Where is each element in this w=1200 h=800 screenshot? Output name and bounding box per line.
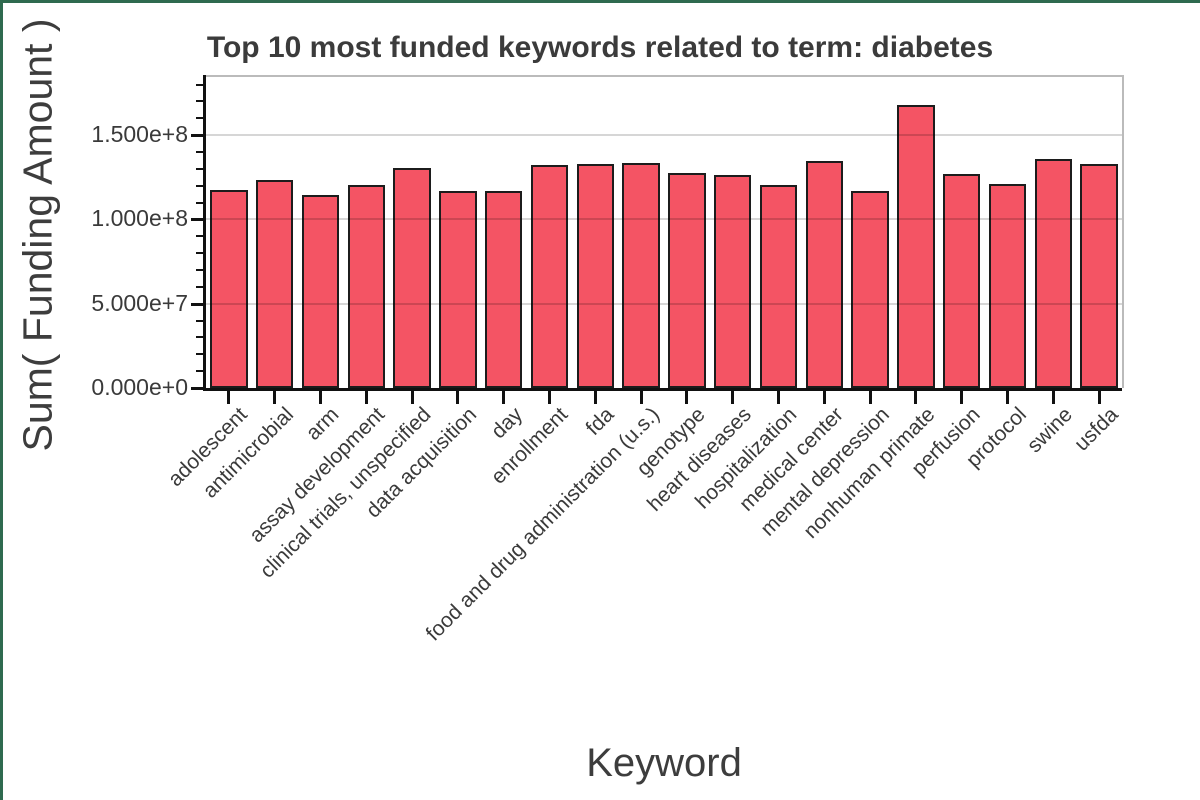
y-axis-minor-tick	[196, 336, 203, 339]
x-axis-tick	[410, 391, 414, 404]
bar	[1080, 164, 1118, 388]
y-axis-minor-tick	[196, 252, 203, 255]
bar	[484, 190, 523, 388]
x-axis-tick	[1051, 391, 1055, 404]
y-axis-minor-tick	[196, 235, 203, 238]
y-axis-tick-label: 1.500e+8	[91, 121, 188, 148]
bar	[439, 190, 477, 388]
x-axis-title: Keyword	[586, 741, 742, 785]
x-axis-tick	[960, 391, 964, 404]
bar	[988, 183, 1027, 388]
x-axis-tick-label: fda	[581, 403, 619, 440]
y-axis-minor-tick	[196, 117, 203, 120]
y-axis-tick-label: 5.000e+7	[91, 289, 188, 316]
bar	[1034, 158, 1073, 388]
plot-border-top	[206, 75, 1124, 77]
bar	[851, 191, 889, 388]
x-axis-tick	[456, 391, 460, 404]
bar	[347, 185, 386, 388]
bar	[713, 175, 752, 388]
y-axis-minor-tick	[196, 151, 203, 153]
y-axis-minor-tick	[196, 353, 203, 356]
gridline	[206, 218, 1122, 221]
bar	[393, 167, 431, 388]
y-axis-minor-tick	[196, 167, 203, 170]
bar	[622, 163, 660, 388]
x-axis-tick	[914, 391, 918, 404]
x-axis-tick	[639, 391, 643, 404]
y-axis-minor-tick	[196, 201, 203, 204]
x-axis-tick	[593, 391, 597, 404]
y-axis-major-tick	[191, 218, 203, 222]
y-axis-line	[203, 75, 206, 391]
x-axis-tick	[364, 391, 368, 404]
x-axis-tick	[1006, 391, 1009, 404]
bar	[942, 174, 981, 388]
x-axis-tick-label: swine	[1022, 403, 1077, 458]
gridline	[206, 134, 1122, 137]
x-axis-tick	[502, 391, 506, 404]
bar	[255, 179, 294, 388]
x-axis-tick	[227, 391, 231, 404]
x-axis-tick	[273, 391, 277, 404]
y-axis-tick-label: 1.000e+8	[91, 205, 188, 232]
y-axis-minor-tick	[196, 370, 203, 373]
bar	[759, 184, 798, 388]
y-axis-tick-label: 0.000e+0	[91, 374, 188, 400]
x-axis-tick-label: usfda	[1069, 403, 1123, 456]
bar	[301, 194, 340, 388]
x-axis-tick	[1097, 391, 1101, 404]
y-axis-major-tick	[191, 134, 203, 138]
frame-border-left	[0, 0, 3, 800]
x-axis-tick	[319, 391, 322, 404]
bar	[805, 161, 844, 388]
bar	[897, 104, 935, 388]
gridline	[206, 302, 1122, 305]
y-axis-major-tick	[191, 387, 203, 390]
x-axis-tick	[777, 391, 780, 404]
chart-title: Top 10 most funded keywords related to t…	[206, 31, 994, 64]
y-axis-minor-tick	[196, 319, 203, 322]
x-axis-tick	[731, 391, 735, 404]
y-axis-title: Sum( Funding Amount )	[14, 18, 61, 452]
x-axis-tick	[548, 391, 551, 404]
y-axis-major-tick	[191, 302, 203, 306]
bar	[210, 189, 248, 388]
bar	[530, 165, 569, 388]
y-axis-minor-tick	[196, 285, 203, 288]
frame-border-top	[0, 0, 1200, 3]
x-axis-tick	[868, 391, 872, 404]
x-axis-line	[203, 388, 1122, 391]
y-axis-minor-tick	[196, 269, 203, 271]
x-axis-tick	[822, 391, 826, 404]
bar	[668, 172, 706, 388]
y-axis-minor-tick	[196, 184, 203, 187]
y-axis-minor-tick	[196, 83, 203, 86]
plot-border-right	[1122, 75, 1124, 388]
y-axis-minor-tick	[196, 100, 203, 103]
bar	[576, 164, 615, 388]
x-axis-tick	[685, 391, 689, 404]
